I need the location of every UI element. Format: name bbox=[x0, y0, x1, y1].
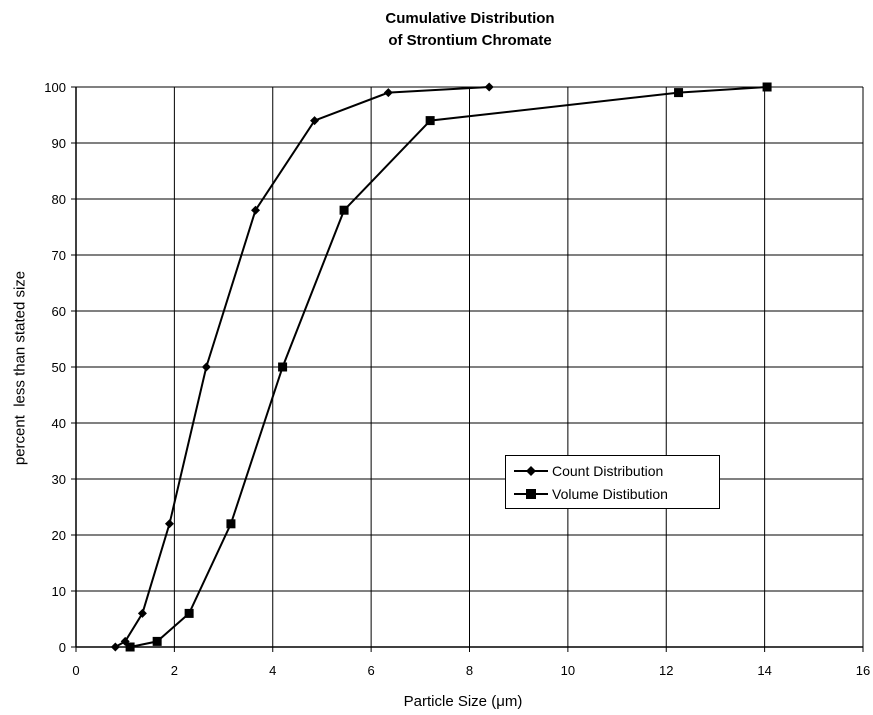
x-tick-label: 14 bbox=[757, 663, 771, 678]
legend-count-marker-icon bbox=[514, 466, 548, 476]
y-tick-label: 30 bbox=[52, 472, 66, 487]
count-point bbox=[484, 82, 494, 92]
x-tick-label: 8 bbox=[466, 663, 473, 678]
x-axis-label: Particle Size (μm) bbox=[403, 693, 523, 710]
volume-point bbox=[762, 82, 772, 92]
x-tick-label: 2 bbox=[171, 663, 178, 678]
y-tick-label: 60 bbox=[52, 304, 66, 319]
volume-point bbox=[674, 88, 684, 98]
volume-point bbox=[339, 205, 349, 215]
y-tick-label: 10 bbox=[52, 584, 66, 599]
count-point bbox=[137, 608, 147, 618]
x-tick-label: 0 bbox=[72, 663, 79, 678]
legend-item-volume: Volume Distibution bbox=[512, 483, 668, 505]
volume-point bbox=[278, 362, 288, 372]
count-point bbox=[251, 205, 261, 215]
count-point bbox=[201, 362, 211, 372]
y-tick-label: 50 bbox=[52, 360, 66, 375]
legend-volume-label: Volume Distibution bbox=[552, 486, 668, 502]
legend: Count Distribution Volume Distibution bbox=[505, 455, 720, 509]
volume-point bbox=[226, 519, 236, 529]
volume-point bbox=[125, 642, 135, 652]
y-tick-label: 100 bbox=[44, 80, 66, 95]
x-tick-label: 10 bbox=[561, 663, 575, 678]
x-tick-label: 6 bbox=[368, 663, 375, 678]
y-tick-label: 40 bbox=[52, 416, 66, 431]
volume-point bbox=[152, 636, 162, 646]
y-tick-label: 70 bbox=[52, 248, 66, 263]
count-point bbox=[383, 88, 393, 98]
count-point bbox=[164, 519, 174, 529]
count-point bbox=[110, 642, 120, 652]
x-tick-label: 12 bbox=[659, 663, 673, 678]
y-tick-label: 80 bbox=[52, 192, 66, 207]
count-point bbox=[310, 116, 320, 126]
y-tick-label: 0 bbox=[59, 640, 66, 655]
chart-title-line-1: Cumulative Distribution bbox=[385, 10, 555, 27]
volume-point bbox=[425, 116, 435, 126]
legend-item-count: Count Distribution bbox=[512, 460, 663, 482]
legend-count-label: Count Distribution bbox=[552, 463, 664, 479]
y-tick-label: 90 bbox=[52, 136, 66, 151]
y-tick-label: 20 bbox=[52, 528, 66, 543]
x-tick-label: 16 bbox=[856, 663, 870, 678]
x-tick-label: 4 bbox=[269, 663, 276, 678]
y-axis-label: percent less than stated size bbox=[11, 270, 29, 466]
volume-point bbox=[184, 608, 194, 618]
chart-title-line-2: of Strontium Chromate bbox=[388, 32, 552, 49]
chart-title: Cumulative Distribution of Strontium Chr… bbox=[260, 8, 680, 52]
legend-volume-marker-icon bbox=[514, 489, 548, 499]
